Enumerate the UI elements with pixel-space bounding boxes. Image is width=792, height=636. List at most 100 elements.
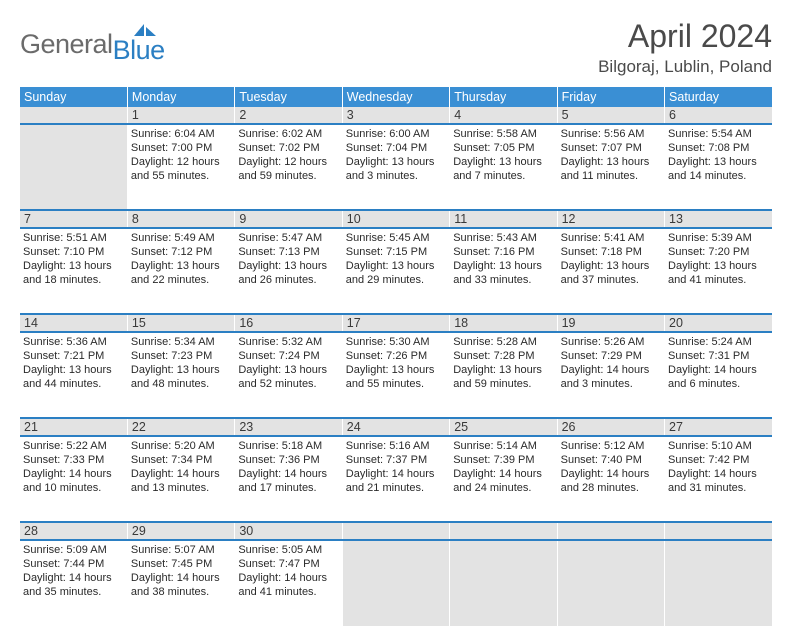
day-cell — [20, 124, 127, 210]
col-header: Saturday — [665, 87, 772, 107]
page-header: General Blue April 2024 Bilgoraj, Lublin… — [20, 18, 772, 77]
sunset-label: Sunset: — [131, 246, 168, 258]
sunrise-value: 5:49 AM — [174, 232, 214, 244]
sunset-label: Sunset: — [346, 350, 383, 362]
day-number: 15 — [127, 314, 234, 332]
daylight-label: Daylight: — [238, 468, 281, 480]
sunrise-label: Sunrise: — [131, 232, 171, 244]
day-number: 28 — [20, 522, 127, 540]
sunrise-line: Sunrise: 5:10 AM — [668, 439, 769, 453]
sunset-value: 7:23 PM — [171, 350, 212, 362]
daylight-line: Daylight: 13 hours and 18 minutes. — [23, 259, 124, 287]
daylight-line: Daylight: 12 hours and 59 minutes. — [238, 155, 338, 183]
calendar-table: Sunday Monday Tuesday Wednesday Thursday… — [20, 87, 772, 626]
week-row: Sunrise: 5:22 AMSunset: 7:33 PMDaylight:… — [20, 436, 772, 522]
weekday-header-row: Sunday Monday Tuesday Wednesday Thursday… — [20, 87, 772, 107]
col-header: Tuesday — [235, 87, 342, 107]
daylight-label: Daylight: — [668, 468, 711, 480]
day-cell: Sunrise: 5:30 AMSunset: 7:26 PMDaylight:… — [342, 332, 449, 418]
daylight-label: Daylight: — [453, 364, 496, 376]
day-cell: Sunrise: 5:34 AMSunset: 7:23 PMDaylight:… — [127, 332, 234, 418]
sunrise-label: Sunrise: — [453, 128, 493, 140]
sunrise-label: Sunrise: — [131, 440, 171, 452]
daynum-row: 78910111213 — [20, 210, 772, 228]
logo: General Blue — [20, 18, 165, 66]
sunrise-value: 5:58 AM — [497, 128, 537, 140]
day-number — [665, 522, 772, 540]
sunrise-line: Sunrise: 5:43 AM — [453, 231, 553, 245]
day-cell — [557, 540, 664, 626]
sunrise-value: 5:43 AM — [497, 232, 537, 244]
sunset-label: Sunset: — [668, 142, 705, 154]
day-number: 21 — [20, 418, 127, 436]
day-number: 24 — [342, 418, 449, 436]
sunrise-line: Sunrise: 5:45 AM — [346, 231, 446, 245]
day-number: 11 — [450, 210, 557, 228]
sunset-label: Sunset: — [453, 454, 490, 466]
day-cell: Sunrise: 5:43 AMSunset: 7:16 PMDaylight:… — [450, 228, 557, 314]
day-number: 18 — [450, 314, 557, 332]
day-cell: Sunrise: 5:36 AMSunset: 7:21 PMDaylight:… — [20, 332, 127, 418]
sunrise-label: Sunrise: — [23, 336, 63, 348]
daylight-label: Daylight: — [23, 572, 66, 584]
sunset-label: Sunset: — [346, 246, 383, 258]
sunset-label: Sunset: — [131, 142, 168, 154]
sunrise-value: 5:30 AM — [389, 336, 429, 348]
day-cell: Sunrise: 5:47 AMSunset: 7:13 PMDaylight:… — [235, 228, 342, 314]
sunset-value: 7:40 PM — [601, 454, 642, 466]
sunrise-line: Sunrise: 6:00 AM — [346, 127, 446, 141]
logo-text-blue: Blue — [113, 35, 165, 66]
daynum-row: 14151617181920 — [20, 314, 772, 332]
sunrise-value: 5:41 AM — [604, 232, 644, 244]
daylight-label: Daylight: — [23, 260, 66, 272]
sunrise-label: Sunrise: — [668, 440, 708, 452]
sunset-value: 7:37 PM — [386, 454, 427, 466]
day-cell: Sunrise: 5:16 AMSunset: 7:37 PMDaylight:… — [342, 436, 449, 522]
day-cell: Sunrise: 5:39 AMSunset: 7:20 PMDaylight:… — [665, 228, 772, 314]
sunrise-value: 6:04 AM — [174, 128, 214, 140]
daylight-label: Daylight: — [346, 468, 389, 480]
calendar-page: General Blue April 2024 Bilgoraj, Lublin… — [0, 0, 792, 636]
day-number: 16 — [235, 314, 342, 332]
daylight-label: Daylight: — [131, 364, 174, 376]
sunrise-value: 5:18 AM — [282, 440, 322, 452]
sunrise-value: 5:10 AM — [711, 440, 751, 452]
sunrise-value: 5:32 AM — [282, 336, 322, 348]
sunrise-label: Sunrise: — [561, 128, 601, 140]
sunset-line: Sunset: 7:24 PM — [238, 349, 338, 363]
daylight-label: Daylight: — [561, 364, 604, 376]
sunrise-value: 5:24 AM — [711, 336, 751, 348]
daylight-line: Daylight: 13 hours and 22 minutes. — [131, 259, 231, 287]
sunrise-line: Sunrise: 5:09 AM — [23, 543, 124, 557]
sunset-value: 7:13 PM — [279, 246, 320, 258]
sunset-label: Sunset: — [238, 246, 275, 258]
sunset-value: 7:12 PM — [171, 246, 212, 258]
daylight-label: Daylight: — [238, 260, 281, 272]
day-number: 9 — [235, 210, 342, 228]
sunrise-value: 5:45 AM — [389, 232, 429, 244]
day-cell: Sunrise: 5:41 AMSunset: 7:18 PMDaylight:… — [557, 228, 664, 314]
sunset-line: Sunset: 7:39 PM — [453, 453, 553, 467]
sunset-value: 7:05 PM — [494, 142, 535, 154]
sunrise-label: Sunrise: — [238, 232, 278, 244]
sunset-value: 7:26 PM — [386, 350, 427, 362]
week-row: Sunrise: 5:51 AMSunset: 7:10 PMDaylight:… — [20, 228, 772, 314]
day-number — [450, 522, 557, 540]
day-number: 4 — [450, 107, 557, 124]
day-cell: Sunrise: 5:05 AMSunset: 7:47 PMDaylight:… — [235, 540, 342, 626]
day-cell: Sunrise: 5:18 AMSunset: 7:36 PMDaylight:… — [235, 436, 342, 522]
sunset-line: Sunset: 7:33 PM — [23, 453, 124, 467]
daylight-line: Daylight: 13 hours and 26 minutes. — [238, 259, 338, 287]
sunrise-value: 5:09 AM — [66, 544, 106, 556]
sunrise-line: Sunrise: 5:58 AM — [453, 127, 553, 141]
sunset-value: 7:04 PM — [386, 142, 427, 154]
daylight-line: Daylight: 13 hours and 44 minutes. — [23, 363, 124, 391]
day-number — [342, 522, 449, 540]
daylight-line: Daylight: 13 hours and 52 minutes. — [238, 363, 338, 391]
day-number — [20, 107, 127, 124]
sunrise-value: 5:26 AM — [604, 336, 644, 348]
day-cell — [342, 540, 449, 626]
sunrise-value: 5:07 AM — [174, 544, 214, 556]
sunrise-line: Sunrise: 5:39 AM — [668, 231, 769, 245]
day-cell: Sunrise: 5:45 AMSunset: 7:15 PMDaylight:… — [342, 228, 449, 314]
